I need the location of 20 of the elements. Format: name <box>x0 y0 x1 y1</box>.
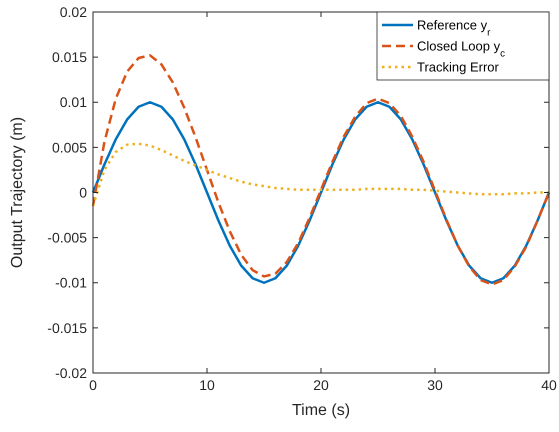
y-tick-label: 0.005 <box>52 139 88 156</box>
legend-label: Closed Loop y$_{c}$ <box>417 38 506 60</box>
x-tick-label: 0 <box>89 377 98 393</box>
y-tick-label: -0.005 <box>47 230 88 246</box>
legend-label: Tracking Error <box>417 60 500 75</box>
y-tick-label: 0.01 <box>60 94 88 110</box>
y-axis-title: Output Trajectory (m) <box>9 116 26 268</box>
y-tick-label: 0 <box>79 184 88 200</box>
line-series <box>92 142 550 208</box>
y-tick-label: 0.015 <box>52 49 88 66</box>
x-tick-label: 20 <box>313 377 329 393</box>
x-tick-label: 30 <box>427 377 443 393</box>
y-tick-label: -0.015 <box>47 320 88 336</box>
x-tick-label: 40 <box>541 377 557 393</box>
y-tick-label: -0.01 <box>55 274 88 291</box>
legend-label: Reference y$_{r}$ <box>417 18 492 38</box>
x-axis-title: Time (s) <box>292 402 350 419</box>
y-tick-label: -0.02 <box>55 364 88 381</box>
x-tick-label: 10 <box>199 377 215 393</box>
y-tick-label: 0.02 <box>60 4 88 20</box>
